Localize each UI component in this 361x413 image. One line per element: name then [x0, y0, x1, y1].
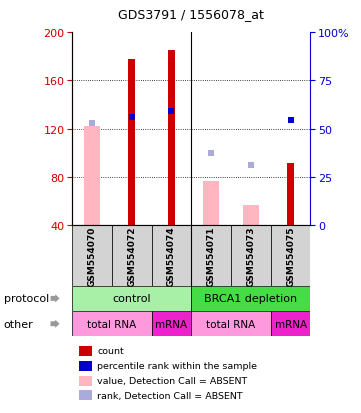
Bar	[79, 346, 92, 356]
Text: GSM554071: GSM554071	[207, 226, 216, 286]
Bar	[168, 51, 175, 226]
Bar	[271, 226, 310, 286]
Text: total RNA: total RNA	[206, 319, 256, 329]
Text: GDS3791 / 1556078_at: GDS3791 / 1556078_at	[118, 8, 264, 21]
Text: rank, Detection Call = ABSENT: rank, Detection Call = ABSENT	[97, 391, 243, 400]
Bar	[79, 376, 92, 386]
Bar	[72, 311, 152, 337]
Bar	[191, 286, 310, 311]
Bar	[152, 226, 191, 286]
Text: GSM554075: GSM554075	[286, 226, 295, 286]
Text: value, Detection Call = ABSENT: value, Detection Call = ABSENT	[97, 376, 248, 385]
Bar	[112, 226, 152, 286]
Text: control: control	[113, 294, 151, 304]
Text: GSM554072: GSM554072	[127, 226, 136, 286]
Bar	[191, 226, 231, 286]
Text: percentile rank within the sample: percentile rank within the sample	[97, 361, 257, 370]
Text: protocol: protocol	[4, 294, 49, 304]
Bar	[191, 311, 271, 337]
Text: GSM554070: GSM554070	[88, 226, 96, 286]
Bar	[79, 361, 92, 371]
Bar	[152, 311, 191, 337]
Bar	[287, 163, 294, 226]
Bar	[271, 311, 310, 337]
Text: total RNA: total RNA	[87, 319, 136, 329]
Bar	[79, 391, 92, 401]
Bar	[128, 59, 135, 226]
Text: GSM554073: GSM554073	[247, 226, 255, 286]
Text: mRNA: mRNA	[156, 319, 187, 329]
Bar	[203, 181, 219, 226]
Text: GSM554074: GSM554074	[167, 225, 176, 286]
Text: mRNA: mRNA	[275, 319, 306, 329]
Bar	[231, 226, 271, 286]
Text: BRCA1 depletion: BRCA1 depletion	[204, 294, 297, 304]
Bar	[84, 127, 100, 226]
Bar	[243, 205, 259, 226]
Text: count: count	[97, 347, 124, 356]
Bar	[72, 286, 191, 311]
Bar	[72, 226, 112, 286]
Text: other: other	[4, 319, 33, 329]
